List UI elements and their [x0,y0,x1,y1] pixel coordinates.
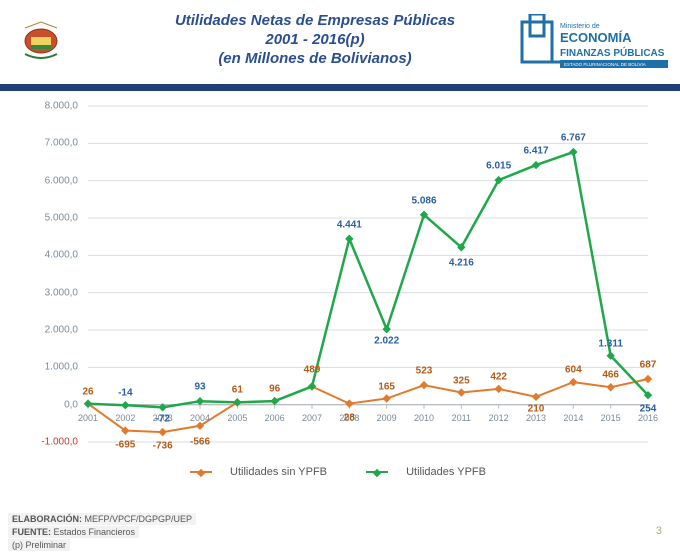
data-label: 93 [194,382,205,393]
data-label: 96 [269,384,280,395]
xtick: 2001 [78,413,98,423]
data-label: 5.086 [411,195,436,206]
label-overlay: -1.000,0 0,0 1.000,0 2.000,0 3.000,0 4.000,0 5… [34,100,654,460]
data-label: 6.767 [561,133,586,144]
header: Utilidades Netas de Empresas Públicas 20… [0,0,680,82]
xtick: 2011 [452,413,471,423]
data-label: 6.015 [486,161,511,172]
ytick: 8.000,0 [34,101,78,112]
legend-item-sin-ypfb: Utilidades sin YPFB [190,466,339,478]
data-label: 61 [232,385,243,396]
bolivia-crest [18,18,64,64]
title-line-1: Utilidades Netas de Empresas Públicas [110,12,520,31]
data-label: 26 [82,386,93,397]
ytick: 0,0 [34,399,78,410]
logo-sub: ESTADO PLURINACIONAL DE BOLIVIA [564,62,646,67]
data-label: -566 [190,436,210,447]
data-label: 523 [416,366,433,377]
xtick: 2012 [489,413,509,423]
data-label: 422 [490,371,507,382]
xtick: 2014 [563,413,583,423]
xtick: 2006 [265,413,285,423]
xtick: 2002 [115,413,135,423]
logo-mid: ECONOMÍA [560,30,632,45]
ytick: 7.000,0 [34,138,78,149]
data-label: 4.216 [449,258,474,269]
legend-item-ypfb: Utilidades YPFB [366,466,498,478]
xtick: 2009 [377,413,397,423]
data-label: 604 [565,365,582,376]
xtick: 2004 [190,413,210,423]
data-label: -736 [153,441,173,452]
xtick: 2005 [227,413,247,423]
footer-fuente: FUENTE: Estados Financieros [8,526,139,538]
footer-elab: ELABORACIÓN: MEFP/VPCF/DGPGP/UEP [8,513,196,525]
footer-notes: ELABORACIÓN: MEFP/VPCF/DGPGP/UEP FUENTE:… [8,512,196,551]
ministry-logo: Ministerio de ECONOMÍA FINANZAS PÚBLICAS… [520,14,670,70]
page-number: 3 [656,525,662,537]
xtick: 2007 [302,413,322,423]
data-label: -695 [115,439,135,450]
xtick: 2010 [414,413,434,423]
data-label: 6.417 [523,146,548,157]
data-label: 254 [640,404,657,415]
data-label: 325 [453,375,470,386]
title-line-2: 2001 - 2016(p) [110,31,520,50]
title-line-3: (en Millones de Bolivianos) [110,50,520,69]
chart: -1.000,0 0,0 1.000,0 2.000,0 3.000,0 4.000,0 5… [34,100,654,488]
title-block: Utilidades Netas de Empresas Públicas 20… [110,12,520,68]
legend: Utilidades sin YPFB Utilidades YPFB [34,464,654,488]
ytick: 6.000,0 [34,175,78,186]
data-label: -14 [118,388,132,399]
header-bar [0,84,680,91]
data-label: 489 [304,365,321,376]
data-label: 2.022 [374,336,399,347]
data-label: 1.311 [598,338,622,349]
data-label: 210 [528,403,545,414]
ytick: 3.000,0 [34,287,78,298]
footer-prelim: (p) Preliminar [8,539,70,551]
data-label: -72 [155,414,169,425]
ytick: 2.000,0 [34,325,78,336]
data-label: 28 [344,412,355,423]
data-label: 165 [378,381,395,392]
ytick: 1.000,0 [34,362,78,373]
ytick: 4.000,0 [34,250,78,261]
ytick: 5.000,0 [34,213,78,224]
ytick: -1.000,0 [34,437,78,448]
xtick: 2015 [601,413,621,423]
data-label: 687 [640,360,657,371]
data-label: 466 [602,370,619,381]
data-label: 4.441 [337,219,362,230]
logo-bot: FINANZAS PÚBLICAS [560,46,665,59]
logo-top: Ministerio de [560,23,600,30]
